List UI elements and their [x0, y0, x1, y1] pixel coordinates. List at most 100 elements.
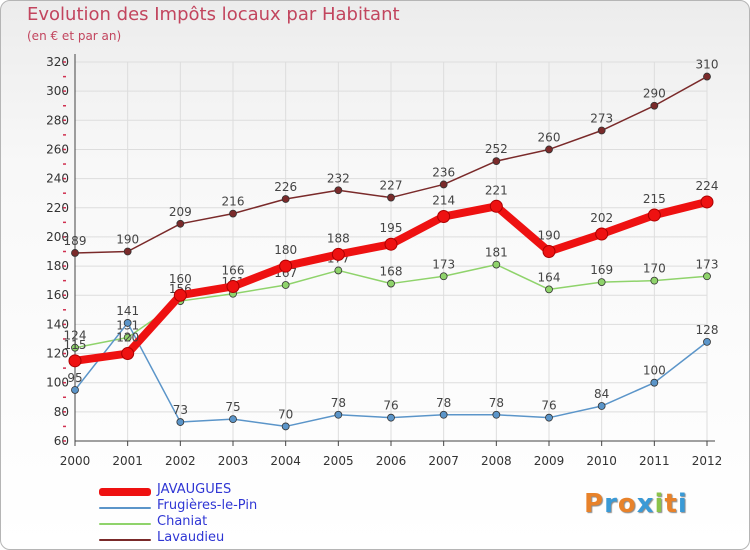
data-point-chaniat [545, 285, 553, 294]
data-point-frugi-res-le-pin [545, 413, 553, 422]
data-label-chaniat: 124 [64, 329, 87, 343]
y-tick-label: 140 [46, 317, 69, 331]
x-tick-label: 2010 [586, 454, 617, 468]
data-point-chaniat [387, 279, 395, 288]
logo-letter: x [636, 489, 655, 519]
data-point-lavaudieu [123, 247, 132, 256]
y-tick-label: 180 [46, 259, 69, 273]
data-label-frugi-res-le-pin: 78 [436, 396, 451, 410]
data-point-javaugues [226, 279, 240, 293]
data-label-frugi-res-le-pin: 75 [225, 400, 240, 414]
logo-letter: i [677, 489, 688, 519]
data-label-lavaudieu: 290 [643, 87, 666, 101]
data-point-javaugues [121, 347, 135, 361]
data-point-lavaudieu [71, 249, 79, 257]
legend-swatch-frugieres [99, 507, 151, 509]
legend-label-javaugues: JAVAUGUES [157, 482, 232, 497]
data-label-javaugues: 166 [222, 263, 245, 277]
data-point-frugi-res-le-pin [597, 402, 606, 410]
chart-title: Evolution des Impôts locaux par Habitant [27, 4, 400, 25]
data-label-javaugues: 115 [64, 338, 87, 352]
x-tick-label: 2004 [270, 454, 301, 468]
data-label-frugi-res-le-pin: 76 [383, 399, 398, 413]
data-point-frugi-res-le-pin [492, 410, 501, 419]
legend-swatch-javaugues [99, 488, 151, 496]
data-label-javaugues: 188 [327, 231, 350, 245]
data-point-frugi-res-le-pin [650, 378, 659, 387]
data-point-frugi-res-le-pin [334, 410, 343, 419]
y-tick-label: 320 [46, 55, 69, 69]
data-point-frugi-res-le-pin [281, 422, 290, 431]
x-tick-label: 2009 [534, 454, 565, 468]
y-tick-label: 240 [46, 172, 69, 186]
data-label-lavaudieu: 227 [380, 179, 403, 193]
x-tick-label: 2011 [639, 454, 670, 468]
data-point-chaniat [123, 333, 132, 342]
data-point-frugi-res-le-pin [123, 319, 132, 327]
data-point-lavaudieu [703, 72, 711, 81]
data-label-frugi-res-le-pin: 70 [278, 407, 293, 421]
data-point-chaniat [71, 343, 79, 352]
data-point-frugi-res-le-pin [229, 415, 237, 424]
x-tick-label: 2002 [165, 454, 196, 468]
data-point-chaniat [281, 281, 290, 289]
x-tick-label: 2012 [692, 454, 723, 468]
logo-letter: o [617, 489, 637, 519]
data-point-lavaudieu [650, 101, 659, 110]
data-label-javaugues: 224 [696, 179, 719, 193]
data-point-lavaudieu [334, 186, 343, 195]
data-label-javaugues: 180 [274, 243, 297, 257]
data-point-chaniat [439, 272, 448, 281]
data-point-chaniat [650, 276, 659, 285]
y-tick-label: 160 [46, 288, 69, 302]
data-label-lavaudieu: 273 [590, 112, 613, 126]
data-point-javaugues [437, 210, 451, 224]
data-point-lavaudieu [229, 209, 237, 218]
data-label-javaugues: 215 [643, 192, 666, 206]
data-label-frugi-res-le-pin: 100 [643, 364, 666, 378]
data-point-lavaudieu [387, 193, 395, 202]
x-tick-label: 2003 [218, 454, 249, 468]
y-tick-label: 80 [54, 405, 69, 419]
data-label-frugi-res-le-pin: 84 [594, 387, 609, 401]
data-point-frugi-res-le-pin [439, 410, 448, 419]
data-point-javaugues [173, 288, 187, 302]
data-label-lavaudieu: 209 [169, 205, 192, 219]
data-point-chaniat [492, 260, 501, 269]
data-label-frugi-res-le-pin: 128 [696, 323, 719, 337]
data-point-lavaudieu [545, 145, 553, 154]
data-point-lavaudieu [439, 180, 448, 189]
data-point-chaniat [334, 266, 343, 275]
data-label-javaugues: 190 [538, 229, 561, 243]
data-label-chaniat: 170 [643, 262, 666, 276]
data-point-frugi-res-le-pin [387, 413, 395, 422]
data-point-lavaudieu [597, 126, 606, 135]
x-tick-label: 2008 [481, 454, 512, 468]
data-label-frugi-res-le-pin: 141 [116, 304, 139, 318]
data-point-javaugues [68, 354, 82, 368]
legend-swatch-chaniat [99, 523, 151, 525]
y-tick-label: 60 [54, 434, 69, 448]
data-label-frugi-res-le-pin: 95 [67, 371, 82, 385]
data-label-chaniat: 164 [538, 270, 561, 284]
data-point-javaugues [700, 195, 714, 209]
data-point-frugi-res-le-pin [176, 418, 185, 426]
data-point-lavaudieu [176, 219, 185, 228]
data-label-frugi-res-le-pin: 76 [541, 399, 556, 413]
legend-label-frugieres: Frugières-le-Pin [157, 498, 258, 513]
x-tick-label: 2000 [60, 454, 91, 468]
data-label-lavaudieu: 252 [485, 142, 508, 156]
data-label-frugi-res-le-pin: 78 [489, 396, 504, 410]
y-tick-label: 120 [46, 347, 69, 361]
data-point-javaugues [647, 208, 661, 222]
x-tick-label: 2001 [112, 454, 143, 468]
data-label-lavaudieu: 226 [274, 180, 297, 194]
data-point-javaugues [489, 199, 503, 213]
data-label-frugi-res-le-pin: 78 [331, 396, 346, 410]
data-point-frugi-res-le-pin [71, 386, 79, 394]
data-point-chaniat [597, 278, 606, 287]
data-point-chaniat [703, 272, 711, 281]
data-label-javaugues: 221 [485, 183, 508, 197]
